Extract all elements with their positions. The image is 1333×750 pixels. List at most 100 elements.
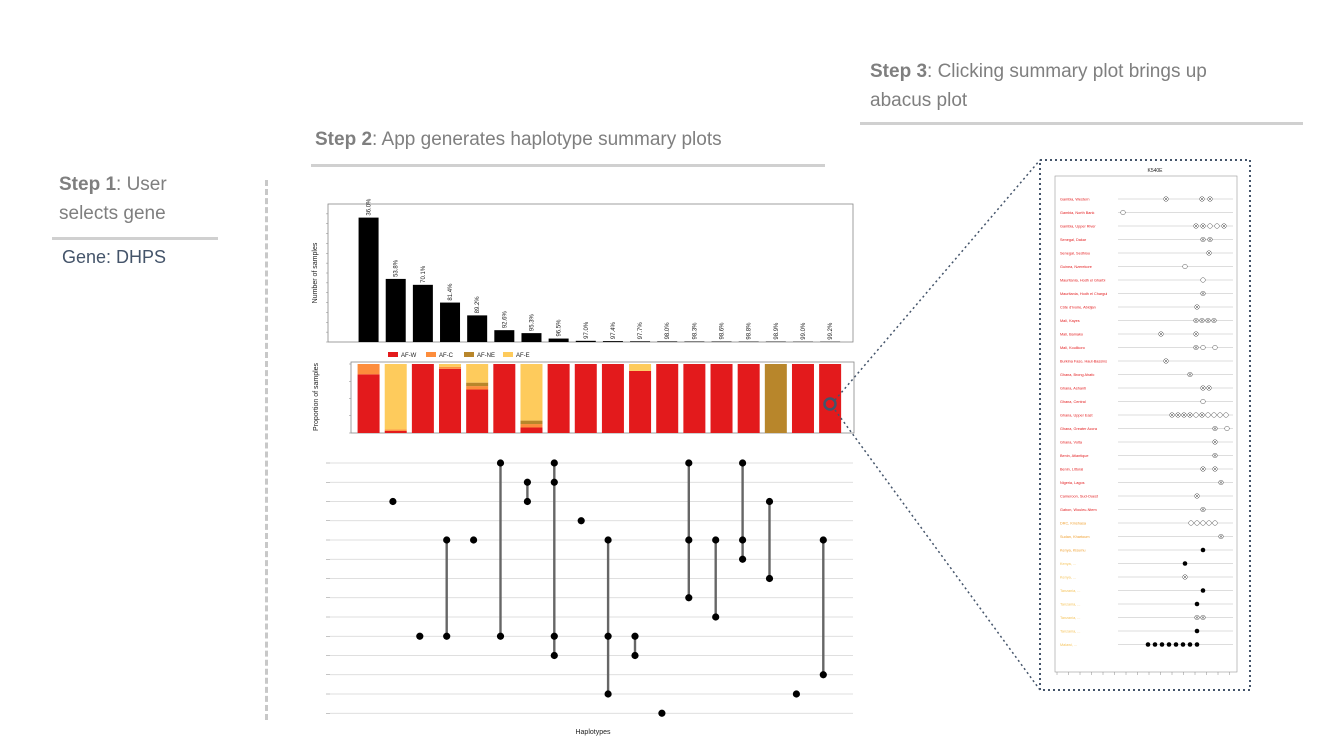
step1-rule (52, 237, 218, 240)
proportion-chart[interactable]: Proportion of samples (313, 361, 855, 434)
matrix-dot (496, 459, 505, 467)
bar-chart-frame (327, 203, 854, 343)
cumulative-pct-label: 95.3% (529, 313, 535, 331)
abacus-point (1166, 642, 1172, 647)
abacus-point (1212, 520, 1218, 526)
matrix-dot (819, 671, 827, 679)
abacus-point (1200, 520, 1206, 526)
abacus-point-mark (1208, 197, 1212, 201)
legend-swatch (464, 352, 474, 357)
count-bars: 36.0% 53.8% 70.1% 81.4% 89.2% 92.6% 95.3% 96.5%… (358, 198, 841, 342)
abacus-border (1039, 159, 1251, 691)
haplotype-matrix[interactable]: Haplotypes (326, 459, 853, 736)
step3-text2: abacus plot (870, 90, 968, 111)
cumulative-pct-label: 97.4% (611, 321, 617, 339)
gene-selection[interactable]: Gene: DHPS (62, 247, 167, 267)
abacus-region-label: Sudan, Khartoum (1060, 535, 1090, 539)
abacus-point-mark (1194, 318, 1198, 323)
abacus-point-mark (1207, 386, 1211, 390)
abacus-region-label: Ghana, Central (1060, 400, 1086, 404)
legend-label: AF-NE (477, 353, 495, 359)
abacus-point (1194, 628, 1200, 634)
proportion-segment (466, 382, 489, 387)
abacus-point-mark (1182, 413, 1186, 417)
abacus-point-mark (1195, 494, 1199, 498)
count-bar (630, 341, 651, 342)
count-bar-chart[interactable]: Number of samples 36.0% 53.8% 70.1% 81.4% 89… (312, 198, 854, 343)
matrix-dot (631, 632, 639, 640)
abacus-point-mark (1164, 197, 1168, 201)
abacus-point (1145, 642, 1151, 647)
abacus-point (1223, 412, 1229, 418)
abacus-point-mark (1201, 467, 1205, 471)
proportion-segment (520, 364, 543, 421)
legend-label: AF-E (516, 353, 530, 359)
click-indicator[interactable] (823, 397, 837, 411)
count-bar (548, 338, 569, 342)
cumulative-pct-label: 98.9% (774, 322, 780, 340)
abacus-point (1194, 601, 1200, 607)
abacus-region-label: Nigeria, Lagos (1060, 481, 1085, 485)
abacus-point (1159, 642, 1165, 647)
abacus-point-mark (1194, 345, 1198, 350)
count-bar (358, 217, 379, 342)
abacus-region-label: Gambia, North Bank (1060, 211, 1094, 215)
abacus-region-label: Tanzania, ... (1060, 630, 1080, 634)
abacus-region-label: Ghana, Ashanti (1060, 387, 1086, 391)
matrix-dot (712, 536, 720, 544)
abacus-frame (1054, 175, 1238, 673)
count-bar (521, 333, 542, 342)
abacus-region-label: Senegal, Dakar (1060, 238, 1087, 242)
abacus-point-mark (1164, 359, 1168, 363)
matrix-dot (658, 709, 666, 717)
abacus-region-label: Mauritania, Hodh el Gharbi (1060, 279, 1106, 283)
abacus-point (1120, 209, 1126, 216)
abacus-point-mark (1206, 318, 1210, 323)
proportion-segment (466, 389, 489, 433)
matrix-dot (443, 632, 451, 640)
abacus-point-mark (1200, 318, 1204, 323)
proportion-segment (520, 424, 543, 428)
count-bar (657, 341, 678, 342)
abacus-region-label: Tanzania, ... (1060, 603, 1080, 607)
abacus-point-mark (1188, 413, 1192, 417)
abacus-point (1206, 520, 1212, 526)
abacus-point (1200, 277, 1206, 283)
proportion-segment (466, 386, 489, 390)
abacus-region-label: Malawi, ... (1060, 643, 1077, 647)
region-legend: AF-W AF-C AF-NE AF-E (388, 352, 530, 359)
matrix-xlabel: Haplotypes (575, 729, 611, 736)
proportion-segment (466, 364, 489, 383)
matrix-dot (739, 459, 747, 467)
step1-title: Step 1: User selects gene (59, 170, 167, 228)
matrix-dot (577, 517, 585, 525)
abacus-point-mark (1219, 534, 1223, 539)
abacus-region-label: Benin, Littoral (1060, 468, 1083, 472)
proportion-segment (547, 364, 570, 433)
cumulative-pct-label: 70.1% (421, 265, 427, 283)
abacus-point-mark (1201, 615, 1205, 620)
abacus-point-mark (1213, 467, 1217, 471)
abacus-point-mark (1201, 507, 1205, 512)
proportion-segment (520, 420, 543, 425)
abacus-point (1194, 642, 1200, 647)
count-bar (602, 341, 623, 342)
abacus-region-label: Gabon, Wouleu-Ntem (1060, 508, 1097, 512)
abacus-region-label: Tanzania, ... (1060, 589, 1080, 593)
abacus-region-label: Guinea, Nzerekore (1060, 265, 1092, 269)
abacus-rows: Gambia, Western Gambia, North Bank Gambia,… (1056, 196, 1233, 675)
matrix-dot (550, 478, 558, 486)
abacus-point (1200, 344, 1206, 351)
abacus-point-mark (1201, 386, 1205, 390)
matrix-dot (685, 594, 693, 602)
abacus-point-mark (1207, 251, 1211, 255)
count-bar (575, 340, 596, 342)
abacus-point (1193, 412, 1199, 418)
abacus-point (1200, 588, 1206, 593)
abacus-point-mark (1170, 413, 1174, 417)
abacus-point (1173, 642, 1179, 647)
zoom-line-bottom (834, 409, 1041, 691)
abacus-region-label: Benin, Atlantique (1060, 454, 1089, 458)
step2-title: Step 2: App generates haplotype summary … (315, 125, 722, 154)
